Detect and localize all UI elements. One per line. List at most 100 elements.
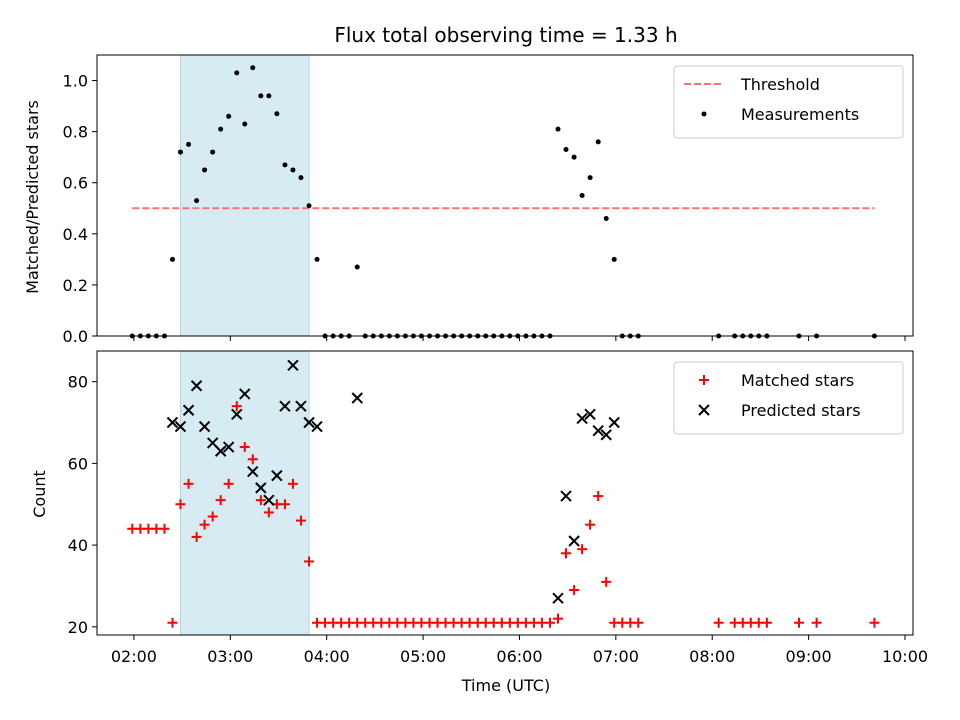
matched-point: [207, 511, 218, 522]
predicted-point: [166, 416, 179, 429]
x-stroke: [271, 469, 283, 482]
measurement-point: [603, 215, 609, 221]
predicted-point: [576, 412, 588, 425]
matched-point: [561, 548, 572, 559]
plot-frame: [96, 350, 914, 636]
predicted-point: [600, 429, 612, 441]
x-stroke: [698, 404, 710, 416]
matched-point: [215, 495, 226, 506]
measurement-point: [226, 113, 232, 119]
predicted-point: [303, 416, 315, 429]
x-stroke: [568, 535, 580, 547]
x-stroke: [608, 416, 620, 429]
x-stroke: [592, 424, 604, 437]
matched-point: [295, 515, 306, 526]
matched-point: [223, 478, 234, 489]
y-tick-label: 80: [68, 373, 88, 392]
y-tick-label: 0.2: [63, 276, 88, 295]
measurement-point: [266, 93, 272, 99]
legend-predicted-swatch: [698, 404, 710, 416]
x-tick-label: 02:00: [111, 647, 157, 666]
measurement-point: [563, 147, 569, 153]
x-stroke: [214, 445, 227, 457]
matched-point: [761, 617, 772, 628]
legend: Threshold Measurements: [673, 65, 904, 139]
x-tick-label: 08:00: [689, 647, 735, 666]
measurement-point: [258, 93, 264, 99]
y-tick-label: 0.6: [63, 174, 88, 193]
predicted-point: [255, 482, 267, 494]
bottom-panel-counts: 20 40 60 80 02:00 03:00 04:00 05:00 06:00 07:00 08…: [68, 350, 928, 666]
legend-label: Matched stars: [741, 371, 854, 390]
measurement-point: [186, 141, 192, 147]
measurement-point: [274, 111, 280, 117]
x-stroke: [174, 420, 187, 433]
matched-point: [793, 617, 804, 628]
predicted-point: [560, 490, 572, 502]
predicted-point: [271, 469, 283, 482]
x-stroke: [584, 408, 596, 421]
matched-point: [287, 478, 298, 489]
x-stroke: [576, 412, 588, 425]
measurement-point: [218, 126, 224, 132]
predicted-point: [552, 592, 564, 604]
predicted-point: [198, 420, 211, 433]
x-stroke: [255, 482, 267, 494]
series-x: [166, 359, 620, 604]
top-panel-ratio: 0.0 0.2 0.4 0.6 0.8 1.0 Threshold Measurements: [63, 54, 914, 346]
x-stroke: [351, 392, 363, 404]
matched-point: [167, 617, 178, 628]
measurement-point: [169, 256, 175, 262]
legend-box: [673, 361, 904, 435]
predicted-point: [568, 535, 580, 547]
x-stroke: [198, 420, 211, 433]
x-stroke: [287, 359, 299, 372]
plot-frame: [96, 54, 914, 337]
x-tick-label: 03:00: [207, 647, 253, 666]
y-tick-label: 40: [68, 536, 88, 555]
measurement-point: [202, 167, 208, 173]
chart-title: Flux total observing time = 1.33 h: [334, 23, 677, 47]
measurement-point: [290, 167, 296, 173]
predicted-point: [214, 445, 227, 457]
measurement-point: [555, 126, 561, 132]
matched-point: [585, 519, 596, 530]
predicted-point: [311, 420, 323, 433]
measurement-point: [298, 175, 304, 181]
y-tick-label: 0.0: [63, 327, 88, 346]
x-stroke: [303, 416, 315, 429]
matched-point: [811, 617, 822, 628]
measurement-point: [242, 121, 248, 127]
measurement-point: [611, 256, 617, 262]
matched-point: [239, 442, 250, 453]
matched-point: [263, 507, 274, 518]
predicted-point: [295, 400, 307, 412]
matched-point: [869, 617, 880, 628]
measurement-point: [250, 65, 256, 71]
shaded-observing-span: [179, 54, 310, 337]
x-stroke: [222, 441, 235, 453]
x-stroke: [231, 408, 243, 421]
matched-point: [633, 617, 644, 628]
measurement-point: [314, 256, 320, 262]
measurement-point: [306, 203, 312, 209]
x-stroke: [182, 404, 195, 416]
x-stroke: [552, 592, 564, 604]
y-tick-label: 0.4: [63, 225, 88, 244]
matched-point: [199, 519, 210, 530]
x-stroke: [279, 400, 291, 412]
x-stroke: [190, 380, 203, 392]
measurement-point: [234, 70, 240, 76]
matched-point: [247, 454, 258, 465]
x-tick-label: 06:00: [496, 647, 542, 666]
predicted-point: [182, 404, 195, 416]
predicted-point: [608, 416, 620, 429]
measurement-point: [571, 154, 577, 160]
predicted-point: [231, 408, 243, 421]
matched-point: [231, 401, 242, 412]
y-tick-label: 0.8: [63, 123, 88, 142]
predicted-point: [222, 441, 235, 453]
x-axis-label: Time (UTC): [461, 676, 550, 695]
matched-point: [304, 556, 315, 567]
predicted-point: [190, 380, 203, 392]
